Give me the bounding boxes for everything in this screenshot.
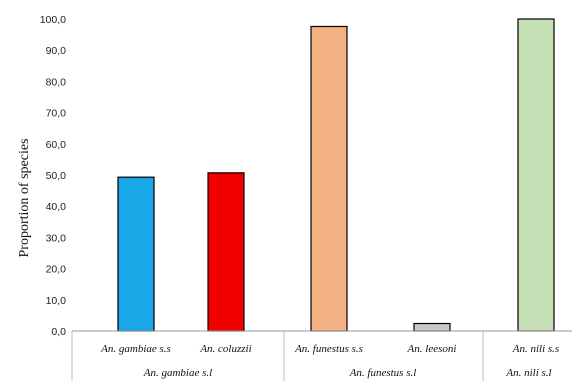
category-label: An. nili s.s [512,343,559,355]
category-label: An. funestus s.s [294,343,363,355]
y-tick-label: 40,0 [46,201,67,213]
group-label: An. gambiae s.l [143,367,212,379]
bar [517,18,555,332]
y-tick-label: 70,0 [46,108,67,120]
y-tick-label: 20,0 [46,264,67,276]
bar [310,25,348,332]
bar [413,322,451,332]
y-tick-label: 90,0 [46,45,67,57]
bars [117,18,555,332]
y-axis-label: Proportion of species [17,139,32,258]
y-tick-label: 80,0 [46,76,67,88]
y-tick-label: 0,0 [51,326,66,338]
bar [207,172,245,332]
y-tick-label: 60,0 [46,139,67,151]
y-tick-label: 10,0 [46,295,67,307]
y-tick-label: 30,0 [46,232,67,244]
x-axis: An. gambiae s.s An. coluzzii An. funestus … [71,330,572,381]
y-axis: 0,0 10,0 20,0 30,0 40,0 50,0 60,0 70,0 80,0 90,0 1… [40,14,66,338]
category-label: An. leesoni [407,343,457,355]
group-label: An. funestus s.l [349,367,417,379]
group-label: An. nili s.l [505,367,551,379]
y-tick-label: 100,0 [40,14,66,26]
bar [117,176,155,332]
category-label: An. gambiae s.s [100,343,171,355]
category-label: An. coluzzii [199,343,251,355]
y-tick-label: 50,0 [46,170,67,182]
